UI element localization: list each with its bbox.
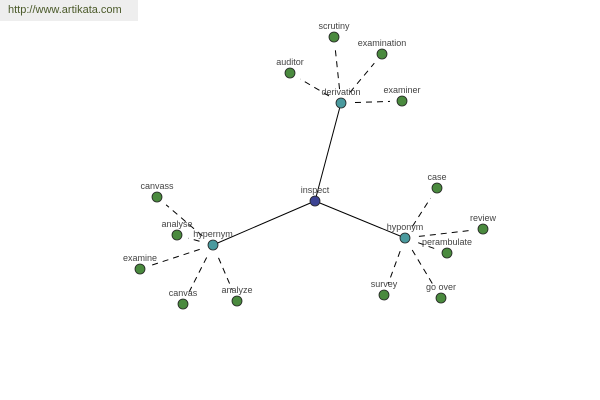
edge-hyponym-perambulate bbox=[418, 242, 436, 250]
node-examiner[interactable] bbox=[396, 95, 408, 107]
edge-derivation-examiner bbox=[354, 100, 391, 104]
node-label-scrutiny: scrutiny bbox=[318, 21, 350, 31]
edge-hyponym-go-over bbox=[411, 249, 436, 288]
edge-derivation-scrutiny bbox=[334, 48, 341, 90]
node-analyse[interactable] bbox=[171, 229, 183, 241]
node-label-examiner: examiner bbox=[383, 85, 420, 95]
node-examination[interactable] bbox=[376, 48, 388, 60]
node-label-derivation: derivation bbox=[321, 87, 360, 97]
node-label-survey: survey bbox=[371, 279, 398, 289]
edge-hypernym-analyze bbox=[218, 257, 233, 291]
edge-inspect-hyponym bbox=[314, 200, 406, 239]
edge-hyponym-survey bbox=[387, 250, 401, 284]
node-derivation[interactable] bbox=[335, 97, 347, 109]
node-analyze[interactable] bbox=[231, 295, 243, 307]
node-survey[interactable] bbox=[378, 289, 390, 301]
edge-hypernym-examine bbox=[151, 248, 200, 266]
node-canvas[interactable] bbox=[177, 298, 189, 310]
node-label-examination: examination bbox=[358, 38, 407, 48]
node-label-canvass: canvass bbox=[140, 181, 174, 191]
edge-hypernym-analyse bbox=[188, 237, 200, 242]
node-hyponym[interactable] bbox=[399, 232, 411, 244]
node-label-analyse: analyse bbox=[161, 219, 192, 229]
node-label-case: case bbox=[427, 172, 446, 182]
edge-inspect-derivation bbox=[314, 102, 342, 202]
edge-hypernym-canvass bbox=[165, 204, 203, 237]
node-label-hyponym: hyponym bbox=[387, 222, 424, 232]
node-label-analyze: analyze bbox=[221, 285, 252, 295]
edge-derivation-auditor bbox=[300, 78, 330, 97]
node-auditor[interactable] bbox=[284, 67, 296, 79]
edge-hyponym-case bbox=[412, 197, 431, 227]
node-perambulate[interactable] bbox=[441, 247, 453, 259]
node-label-examine: examine bbox=[123, 253, 157, 263]
watermark-link[interactable]: http://www.artikata.com bbox=[0, 0, 138, 21]
node-hypernym[interactable] bbox=[207, 239, 219, 251]
node-label-hypernym: hypernym bbox=[193, 229, 233, 239]
node-label-go-over: go over bbox=[426, 282, 456, 292]
node-go-over[interactable] bbox=[435, 292, 447, 304]
node-inspect[interactable] bbox=[309, 195, 321, 207]
edge-hyponym-review bbox=[418, 229, 472, 237]
node-examine[interactable] bbox=[134, 263, 146, 275]
node-label-review: review bbox=[470, 213, 497, 223]
node-canvass[interactable] bbox=[151, 191, 163, 203]
edge-hypernym-canvas bbox=[187, 257, 208, 294]
node-label-perambulate: perambulate bbox=[422, 237, 472, 247]
node-label-canvas: canvas bbox=[169, 288, 198, 298]
node-case[interactable] bbox=[431, 182, 443, 194]
node-review[interactable] bbox=[477, 223, 489, 235]
node-scrutiny[interactable] bbox=[328, 31, 340, 43]
node-label-auditor: auditor bbox=[276, 57, 304, 67]
node-label-inspect: inspect bbox=[301, 185, 330, 195]
edge-inspect-hypernym bbox=[212, 200, 316, 246]
